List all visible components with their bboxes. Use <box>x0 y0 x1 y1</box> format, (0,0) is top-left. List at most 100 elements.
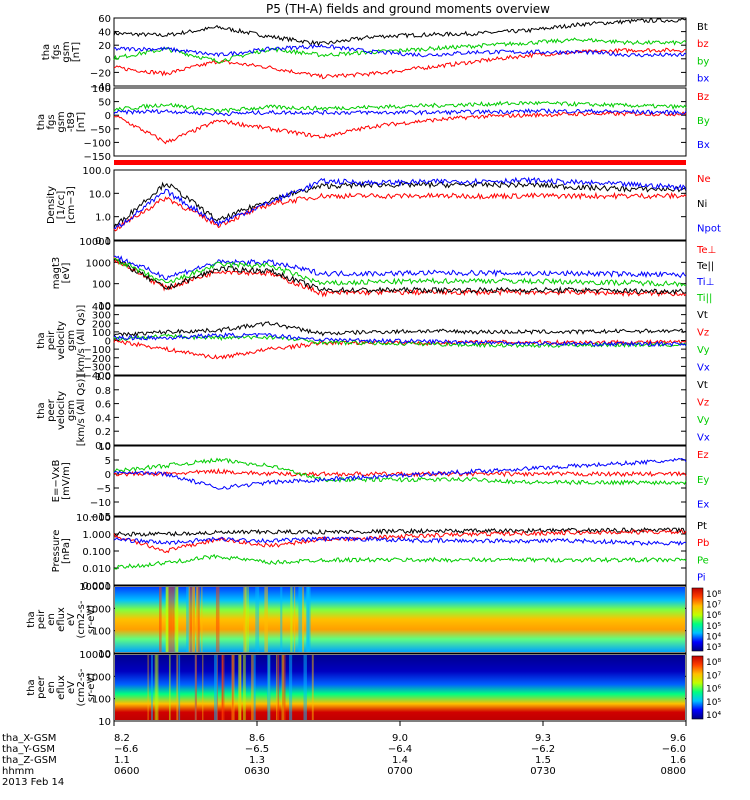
y-axis-label: -t89 <box>66 112 77 132</box>
legend-ti: Ti⊥ <box>696 277 714 288</box>
x-tick-label: 0700 <box>387 766 412 777</box>
colorbar <box>691 655 704 720</box>
legend-vt: Vt <box>697 310 708 321</box>
x-tick-label: −6.5 <box>245 744 269 755</box>
y-tick-label: 10000 <box>79 582 111 593</box>
y-tick-label: 1000 <box>86 258 111 269</box>
x-tick-label: 1.6 <box>670 755 686 766</box>
y-axis-label: gsm <box>66 330 77 351</box>
y-axis-label: peir <box>36 609 47 629</box>
y-tick-label: 0.4 <box>95 413 111 424</box>
y-tick-label: 0 <box>105 111 111 122</box>
y-axis-label: [cm−3] <box>66 186 77 224</box>
y-axis-label: tha <box>41 44 52 60</box>
legend-ti: Ti|| <box>696 293 712 304</box>
legend-by: by <box>697 56 709 67</box>
colorbar <box>691 587 704 652</box>
y-tick-label: 5 <box>105 456 111 467</box>
y-tick-label: 1.0 <box>95 372 111 383</box>
chart-title: P5 (TH-A) fields and ground moments over… <box>266 2 550 16</box>
spectrogram-electron <box>115 655 685 720</box>
panel-frame <box>113 585 687 654</box>
panel-6: 1.0 0.8 0.6 0.4 0.2 0.0 tha peer velocity gsm [km/… <box>36 372 710 452</box>
series-pressure-pt <box>113 526 687 537</box>
x-tick-label: 1.4 <box>392 755 408 766</box>
legend-pt: Pt <box>697 521 707 532</box>
spectrogram-streak <box>151 655 153 720</box>
panel-frame <box>113 87 687 157</box>
y-tick-label: −10 <box>90 498 111 509</box>
spectrogram-streak <box>196 587 200 652</box>
series-pressure-pe <box>113 553 687 570</box>
legend-ex: Ex <box>697 500 709 511</box>
x-tick-label: 1.5 <box>535 755 551 766</box>
spectrogram-streak <box>196 587 199 652</box>
y-tick-label: 300 <box>92 311 111 322</box>
panel-8: 10.000 1.000 0.100 0.010 0.001 Pressure [nPa] P… <box>51 513 709 592</box>
x-tick-label: 0630 <box>244 766 269 777</box>
series-thapeirvelocitygsm-vy <box>113 333 687 349</box>
x-tick-label: −6.6 <box>114 744 138 755</box>
spectrogram-streak <box>221 655 225 720</box>
spectrogram-band <box>115 655 685 720</box>
colorbar-label: 10⁵ <box>706 622 721 632</box>
spectrogram-streak <box>276 655 278 720</box>
colorbar-label: 10⁸ <box>706 658 721 668</box>
legend-ey: Ey <box>697 475 709 486</box>
legend-npot: Npot <box>697 224 721 235</box>
legend-bz: Bz <box>697 92 709 103</box>
legend-vy: Vy <box>697 345 710 356</box>
y-tick-label: −300 <box>84 362 111 373</box>
y-axis-label: tha <box>36 332 47 348</box>
spectrogram-streak <box>277 655 280 720</box>
x-tick-label: 0730 <box>530 766 555 777</box>
y-axis-label: en <box>46 681 57 694</box>
y-tick-label: 0 <box>105 55 111 66</box>
colorbar-label: 10⁸ <box>706 590 721 600</box>
x-axis-row-label: hhmm <box>2 766 34 777</box>
spectrogram-streak <box>215 587 220 652</box>
y-tick-label: 400 <box>92 302 111 313</box>
y-axis-label: Pressure <box>51 530 62 573</box>
y-axis-label: velocity <box>56 321 67 360</box>
legend-ez: Ez <box>697 450 709 461</box>
y-tick-label: 0.001 <box>82 581 111 592</box>
y-axis-label: gsm <box>56 111 67 132</box>
panel-frame <box>113 240 687 306</box>
y-tick-label: −5 <box>96 484 111 495</box>
spectrogram-streak <box>289 655 293 720</box>
y-tick-label: 100 <box>92 328 111 339</box>
panel-2: 100 50 0 −50 −100 −150 tha fgs gsm -t89 [nT] Bz By Bx <box>36 84 710 163</box>
y-tick-label: 100 <box>92 280 111 291</box>
y-tick-label: 10.0 <box>89 189 111 200</box>
legend-vx: Vx <box>697 362 710 373</box>
spectrogram-streak <box>308 587 311 652</box>
y-tick-label: 0 <box>105 470 111 481</box>
y-tick-label: 0.2 <box>95 427 111 438</box>
y-axis-label: (cm2-s- <box>76 600 87 638</box>
spectrogram-streak <box>303 655 307 720</box>
spectrogram-streak <box>194 655 197 720</box>
spectrogram-streak <box>290 587 293 652</box>
y-tick-label: 0.1 <box>95 236 111 247</box>
x-tick-label: 0800 <box>661 766 686 777</box>
spectrogram-streak <box>311 655 314 720</box>
spectrogram-streak <box>247 587 249 652</box>
y-axis-label: [nT] <box>71 42 82 62</box>
spectrogram-streak <box>192 587 196 652</box>
series-density-ne <box>113 191 687 232</box>
y-axis-label: eflux <box>56 675 67 700</box>
spectrogram-streak <box>255 587 257 652</box>
y-axis-label: tha <box>26 679 37 695</box>
spectrogram-streak <box>293 587 296 652</box>
y-tick-label: 1000 <box>86 672 111 683</box>
y-axis-label: Density <box>46 186 57 224</box>
x-tick-label: 0600 <box>114 766 139 777</box>
series-thapeirvelocitygsm-vt <box>113 321 687 338</box>
y-axis-label: gsm <box>66 400 77 421</box>
series-evxb-ez <box>113 467 687 478</box>
panel-4: 10000 1000 100 10 magt3 [eV] Te⊥ Te|| Ti⊥ Ti|| <box>51 237 716 312</box>
series-thafgsgsm-bx <box>113 43 687 58</box>
y-tick-label: 1000 <box>86 604 111 615</box>
